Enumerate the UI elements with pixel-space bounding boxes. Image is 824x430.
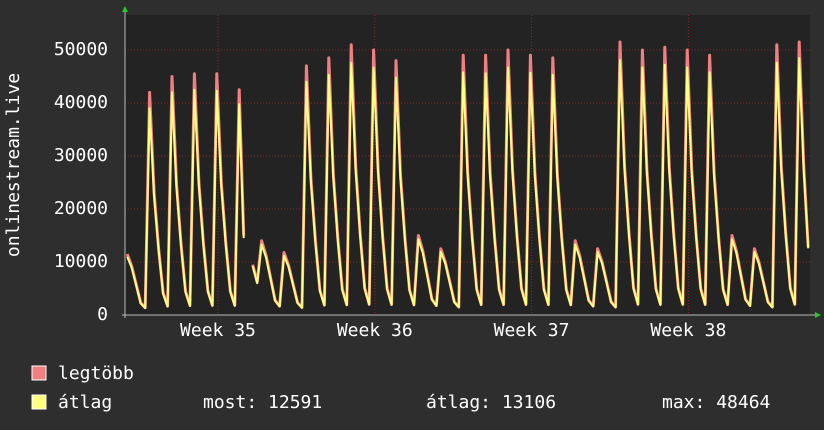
y-tick-label: 0 xyxy=(97,304,108,325)
y-axis-arrow xyxy=(122,6,128,12)
x-tick-label: Week 37 xyxy=(494,320,570,341)
y-tick-label: 40000 xyxy=(54,92,108,113)
stat-value: 13106 xyxy=(502,392,556,413)
stat-label: most: xyxy=(203,392,257,413)
y-tick-label: 10000 xyxy=(54,251,108,272)
y-tick-label: 30000 xyxy=(54,145,108,166)
stat-label: max: xyxy=(662,392,705,413)
stat: most: 12591 xyxy=(203,392,322,413)
stat-value: 12591 xyxy=(268,392,322,413)
series-line xyxy=(126,57,810,310)
x-axis-arrow xyxy=(815,312,821,318)
legend-label: legtöbb xyxy=(58,363,134,384)
y-tick-label: 20000 xyxy=(54,198,108,219)
stat-label: átlag: xyxy=(426,392,491,413)
legend-swatch xyxy=(31,365,47,381)
x-tick-label: Week 35 xyxy=(180,320,256,341)
lines xyxy=(125,40,810,310)
legend-swatch xyxy=(31,394,47,410)
x-tick-label: Week 36 xyxy=(337,320,413,341)
x-tick-label: Week 38 xyxy=(650,320,726,341)
stat: átlag: 13106 xyxy=(426,392,556,413)
y-tick-label: 50000 xyxy=(54,39,108,60)
y-axis-label: onlinestream.live xyxy=(3,73,24,257)
stat: max: 48464 xyxy=(662,392,770,413)
stat-value: 48464 xyxy=(716,392,770,413)
legend-label: átlag xyxy=(58,392,112,413)
